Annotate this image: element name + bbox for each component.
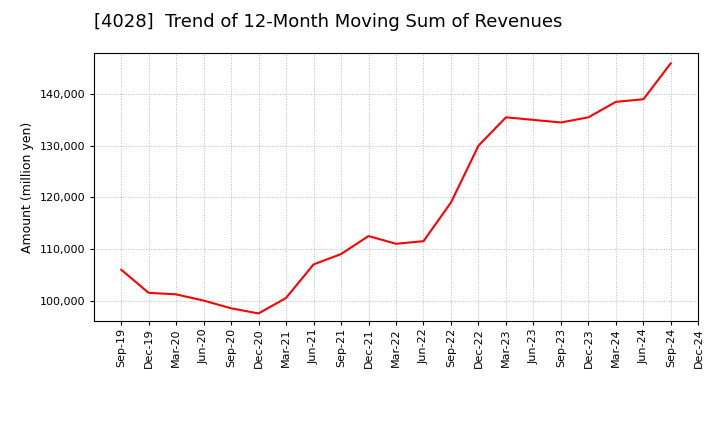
Y-axis label: Amount (million yen): Amount (million yen): [21, 121, 34, 253]
Text: [4028]  Trend of 12-Month Moving Sum of Revenues: [4028] Trend of 12-Month Moving Sum of R…: [94, 13, 562, 31]
